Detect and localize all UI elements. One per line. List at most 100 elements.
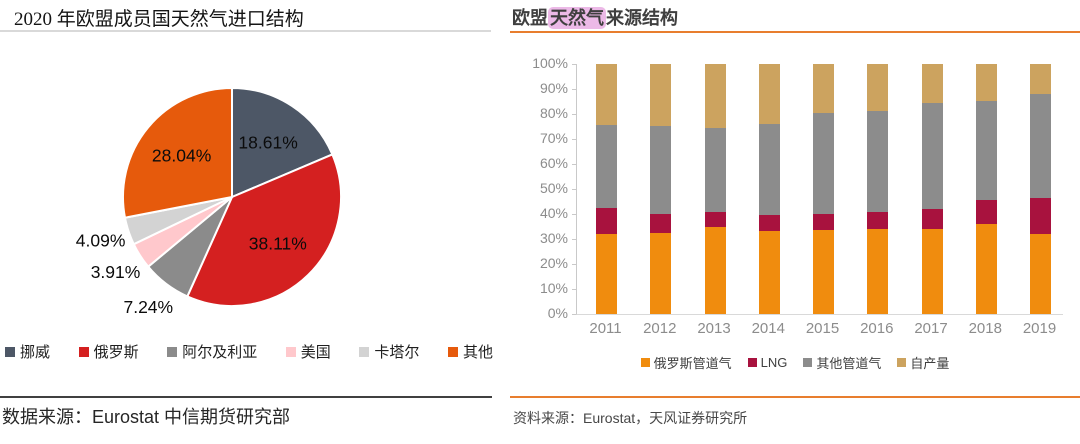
- y-axis-tick-label: 90%: [539, 80, 568, 96]
- y-axis-tick-mark: [572, 289, 576, 290]
- bar-2012: [650, 64, 672, 314]
- pie-legend-item-5: 其他: [447, 341, 493, 362]
- bar-segment-2011-0: [596, 233, 617, 314]
- legend-swatch-icon: [897, 358, 907, 367]
- y-axis-tick-mark: [572, 189, 576, 190]
- bar-segment-2017-2: [921, 103, 943, 209]
- bar-2011: [596, 64, 617, 314]
- x-axis-tick-label: 2016: [860, 320, 894, 337]
- pie-data-label-4: 4.09%: [76, 231, 126, 251]
- bar-segment-2018-3: [975, 64, 997, 102]
- x-axis-tick-label: 2019: [1022, 320, 1057, 337]
- legend-swatch-icon: [803, 358, 813, 367]
- x-axis-tick-label: 2013: [697, 320, 731, 337]
- pie-legend-label: 美国: [300, 344, 331, 361]
- y-axis-tick-label: 30%: [539, 230, 568, 246]
- legend-swatch-icon: [5, 346, 15, 357]
- legend-swatch-icon: [167, 346, 178, 357]
- bar-segment-2018-2: [975, 101, 997, 201]
- y-axis-tick-label: 50%: [539, 180, 568, 196]
- pie-data-label-1: 38.11%: [249, 234, 307, 254]
- stacked-bar-chart: 0% 10% 20% 30% 40% 50% 60% 70% 80% 90% 100% 2011 20…: [510, 0, 1080, 340]
- bar-segment-2012-3: [650, 64, 672, 126]
- bar-chart-title-suffix: 来源结构: [606, 8, 678, 28]
- y-axis-tick-mark: [572, 314, 576, 315]
- right-source-divider: [510, 396, 1080, 398]
- y-axis-tick-mark: [572, 239, 576, 240]
- left-title-divider: [0, 30, 491, 32]
- bar-chart-title: 欧盟 天然气 来源结构: [512, 4, 678, 30]
- y-axis-tick-mark: [572, 114, 576, 115]
- pie-legend-item-0: 挪威: [5, 341, 50, 362]
- pie-legend-label: 卡塔尔: [374, 344, 420, 361]
- legend-swatch-icon: [747, 358, 757, 367]
- pie-legend: 挪威 俄罗斯 阿尔及利亚 美国 卡塔尔 其他: [5, 341, 493, 362]
- bar-segment-2014-1: [758, 215, 780, 232]
- pie-data-label-5: 28.04%: [152, 145, 211, 165]
- bar-segment-2018-0: [975, 224, 997, 314]
- bar-legend-label: LNG: [760, 355, 788, 370]
- bar-segment-2013-3: [704, 64, 726, 128]
- bar-segment-2016-1: [867, 211, 889, 229]
- left-source-divider: [0, 396, 492, 398]
- legend-swatch-icon: [78, 346, 89, 357]
- bar-segment-2014-3: [758, 64, 780, 124]
- bar-segment-2016-3: [867, 64, 889, 111]
- bar-segment-2011-2: [596, 125, 617, 208]
- bar-segment-2017-3: [921, 64, 943, 103]
- x-axis-tick-label: 2011: [589, 320, 622, 337]
- legend-swatch-icon: [640, 358, 650, 367]
- bar-segment-2018-1: [975, 200, 997, 224]
- bar-segment-2013-0: [704, 227, 726, 314]
- bar-legend-label: 其他管道气: [816, 356, 882, 371]
- y-axis-tick-label: 80%: [539, 105, 568, 121]
- bar-segment-2012-2: [650, 126, 672, 214]
- pie-legend-label: 阿尔及利亚: [182, 344, 258, 361]
- bar-segment-2014-0: [758, 231, 780, 314]
- bar-chart-title-highlight: 天然气: [548, 7, 606, 29]
- pie-legend-item-1: 俄罗斯: [78, 341, 139, 362]
- y-axis-tick-label: 60%: [539, 155, 568, 171]
- bar-2015: [813, 64, 834, 314]
- bar-segment-2015-2: [813, 112, 834, 214]
- legend-swatch-icon: [285, 346, 296, 357]
- bar-2019: [1030, 64, 1051, 314]
- pie-chart: 18.61% 38.11% 7.24% 3.91% 4.09% 28.04%: [76, 87, 342, 317]
- pie-data-label-2: 7.24%: [123, 297, 173, 317]
- bar-2016: [867, 64, 889, 314]
- y-axis-tick-label: 20%: [539, 255, 568, 271]
- bar-segment-2017-1: [921, 208, 943, 230]
- y-axis-tick-label: 100%: [532, 55, 568, 71]
- bar-legend-item-3: 自产量: [897, 353, 949, 372]
- bar-segment-2017-0: [921, 229, 943, 314]
- y-axis-tick-label: 0%: [547, 305, 568, 321]
- pie-source-note: 数据来源：Eurostat 中信期货研究部: [2, 407, 291, 427]
- x-axis-tick-label: 2017: [914, 320, 948, 337]
- pie-chart-panel: 2020 年欧盟成员国天然气进口结构 18.61% 38.11% 7.24% 3.91…: [0, 0, 500, 444]
- pie-slice-1: [186, 153, 342, 307]
- x-axis-tick-label: 2014: [751, 320, 785, 337]
- bar-legend-item-1: LNG: [747, 355, 788, 370]
- pie-data-label-3: 3.91%: [91, 262, 141, 282]
- bar-source-note: 资料来源：Eurostat，天风证券研究所: [513, 410, 748, 426]
- pie-slice-0: [231, 87, 334, 198]
- y-axis-tick-mark: [572, 214, 576, 215]
- y-axis-tick-mark: [572, 164, 576, 165]
- legend-swatch-icon: [447, 346, 458, 357]
- plot-area: [576, 64, 1063, 315]
- y-axis-tick-mark: [572, 89, 576, 90]
- x-axis-tick-label: 2018: [968, 320, 1002, 337]
- y-axis-tick-label: 10%: [539, 280, 568, 296]
- right-title-divider: [510, 31, 1080, 33]
- bar-segment-2013-2: [704, 127, 726, 213]
- legend-swatch-icon: [359, 346, 370, 357]
- bar-legend-item-2: 其他管道气: [803, 353, 881, 372]
- pie-legend-label: 俄罗斯: [93, 344, 139, 361]
- bar-2014: [758, 64, 780, 314]
- bar-legend-label: 自产量: [910, 356, 950, 371]
- bar-legend-label: 俄罗斯管道气: [653, 356, 732, 371]
- bar-segment-2012-0: [650, 233, 672, 314]
- bar-segment-2011-3: [596, 64, 617, 126]
- bar-segment-2016-2: [867, 111, 889, 212]
- pie-slice-5: [122, 87, 233, 219]
